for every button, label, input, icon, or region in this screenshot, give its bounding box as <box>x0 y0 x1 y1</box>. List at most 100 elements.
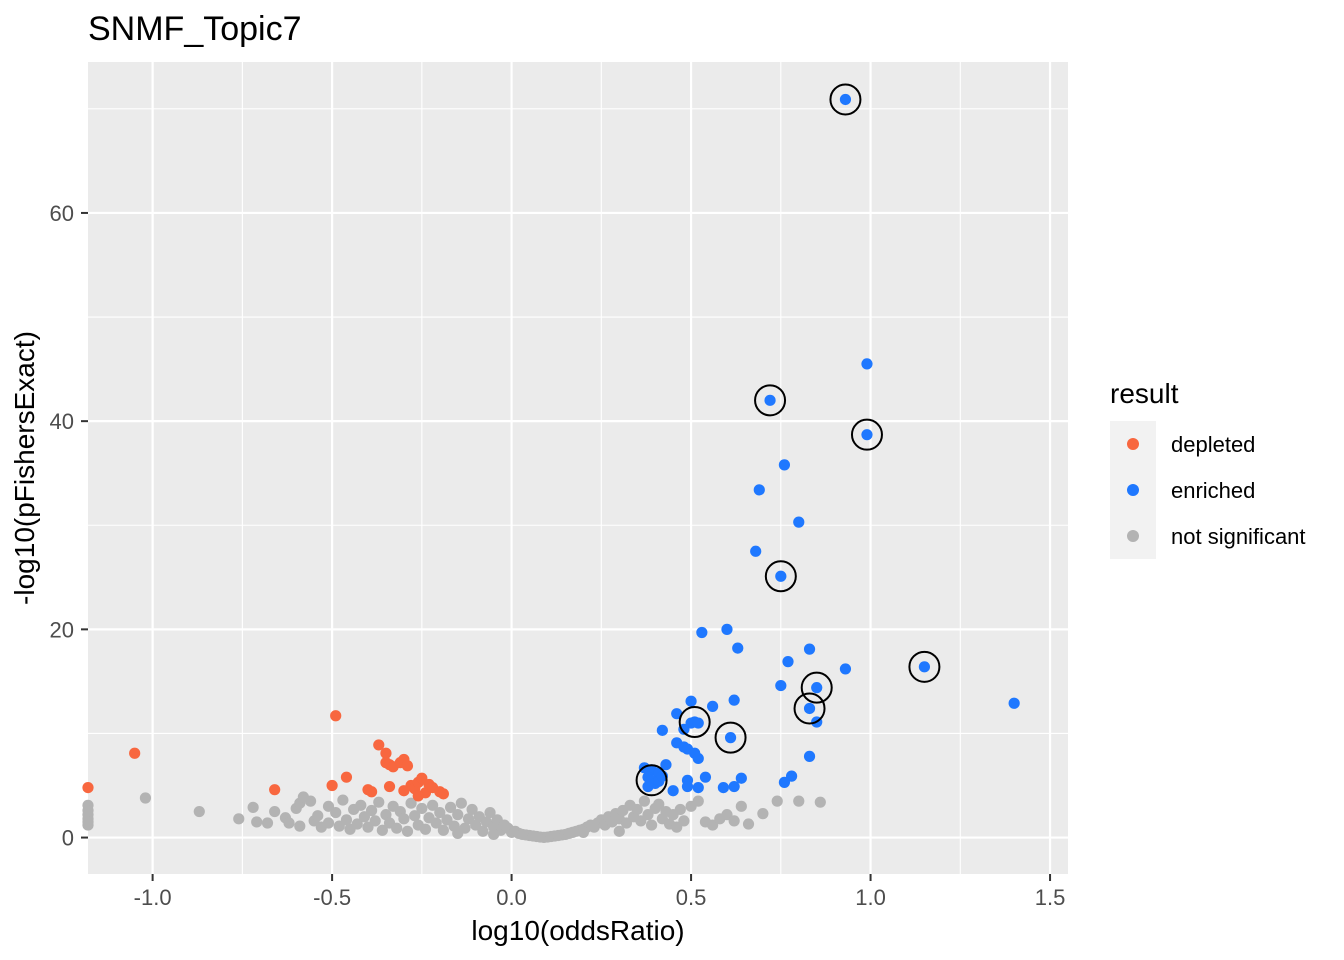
highlight-ring <box>754 384 787 417</box>
data-point-enriched <box>692 752 704 765</box>
data-point-depleted <box>373 739 385 751</box>
data-point-depleted <box>401 760 414 772</box>
data-point-enriched <box>750 545 762 557</box>
data-point-not-significant <box>814 796 826 808</box>
data-point-not-significant <box>653 798 665 810</box>
data-point-enriched <box>764 394 776 406</box>
legend-key-depleted <box>1127 438 1139 450</box>
data-point-enriched <box>775 679 787 692</box>
data-point-enriched <box>803 750 816 762</box>
data-point-not-significant <box>692 795 704 807</box>
data-point-enriched <box>732 642 744 654</box>
x-tick-label: -0.5 <box>313 885 351 910</box>
data-point-depleted <box>412 790 424 802</box>
data-point-enriched <box>839 663 852 675</box>
data-point-enriched <box>861 358 873 370</box>
highlight-ring <box>678 706 711 739</box>
data-point-not-significant <box>419 823 432 835</box>
y-axis-ticks: 0 20 40 60 <box>50 201 88 851</box>
legend-label: not significant <box>1171 524 1306 549</box>
plot-panel <box>88 62 1068 874</box>
x-tick-label: -1.0 <box>134 885 172 910</box>
highlight-ring <box>800 671 833 704</box>
y-tick-label: 60 <box>50 201 74 226</box>
x-axis-title: log10(oddsRatio) <box>471 915 684 946</box>
data-point-not-significant <box>365 804 378 817</box>
data-point-not-significant <box>488 828 500 841</box>
data-point-not-significant <box>631 803 643 816</box>
data-point-enriched <box>793 516 805 528</box>
data-point-enriched <box>667 785 679 797</box>
data-point-not-significant <box>233 813 245 825</box>
x-tick-label: 1.0 <box>855 885 886 910</box>
data-point-enriched <box>778 776 791 788</box>
data-point-enriched <box>839 93 852 106</box>
data-point-not-significant <box>455 797 467 809</box>
x-tick-label: 0.0 <box>496 885 527 910</box>
data-point-enriched <box>728 694 740 706</box>
data-point-depleted <box>82 781 94 794</box>
highlight-ring <box>829 83 862 116</box>
data-point-not-significant <box>405 797 417 809</box>
data-point-enriched <box>717 781 729 794</box>
data-point-depleted <box>340 771 353 783</box>
data-point-not-significant <box>735 800 747 812</box>
highlight-ring <box>793 692 826 725</box>
data-point-enriched <box>803 643 816 655</box>
data-point-not-significant <box>674 803 686 816</box>
data-point-enriched <box>778 459 791 471</box>
points-layer <box>82 93 1020 843</box>
data-point-not-significant <box>771 795 783 807</box>
highlight-ring <box>635 764 668 797</box>
y-tick-label: 40 <box>50 409 74 434</box>
data-point-enriched <box>681 780 694 793</box>
data-point-enriched <box>918 661 931 673</box>
data-point-not-significant <box>416 802 428 815</box>
data-point-not-significant <box>261 817 274 829</box>
legend-key-enriched <box>1127 484 1139 496</box>
data-point-enriched <box>656 724 668 736</box>
data-point-not-significant <box>373 796 385 808</box>
grid-major <box>88 62 1068 874</box>
data-point-not-significant <box>645 819 658 831</box>
data-point-enriched <box>696 626 708 639</box>
data-point-not-significant <box>294 820 306 832</box>
data-point-depleted <box>437 788 449 800</box>
data-point-not-significant <box>355 799 367 811</box>
legend-entries: depleted enriched not significant <box>1127 432 1306 549</box>
data-point-not-significant <box>793 795 805 807</box>
data-point-enriched <box>753 484 765 496</box>
highlight-ring <box>764 560 797 593</box>
data-point-enriched <box>803 702 816 715</box>
data-point-depleted <box>398 785 410 797</box>
data-point-enriched <box>642 780 654 793</box>
data-point-not-significant <box>304 795 317 807</box>
data-point-not-significant <box>452 827 464 840</box>
data-point-enriched <box>1008 697 1020 709</box>
data-point-depleted <box>326 779 338 792</box>
data-point-not-significant <box>757 808 769 820</box>
data-point-enriched <box>707 700 719 712</box>
data-point-not-significant <box>401 825 414 837</box>
data-point-enriched <box>861 429 873 441</box>
data-point-not-significant <box>434 806 446 819</box>
legend-title: result <box>1110 378 1179 409</box>
data-point-not-significant <box>82 819 94 831</box>
data-point-enriched <box>728 780 740 793</box>
data-point-depleted <box>380 747 392 759</box>
y-tick-label: 0 <box>62 826 74 851</box>
data-point-not-significant <box>391 822 403 834</box>
data-point-not-significant <box>139 792 152 804</box>
data-point-enriched <box>671 708 683 720</box>
data-point-not-significant <box>312 810 324 822</box>
data-point-not-significant <box>444 801 457 813</box>
data-point-enriched <box>685 695 697 707</box>
x-axis-ticks: -1.0 -0.5 0.0 0.5 1.0 1.5 <box>134 874 1065 910</box>
data-point-enriched <box>811 682 823 694</box>
y-axis-title: -log10(pFishersExact) <box>9 331 40 605</box>
data-point-enriched <box>735 772 747 784</box>
highlight-rings <box>635 83 941 797</box>
data-point-not-significant <box>251 816 263 828</box>
data-point-not-significant <box>728 815 740 827</box>
data-point-not-significant <box>577 826 589 838</box>
